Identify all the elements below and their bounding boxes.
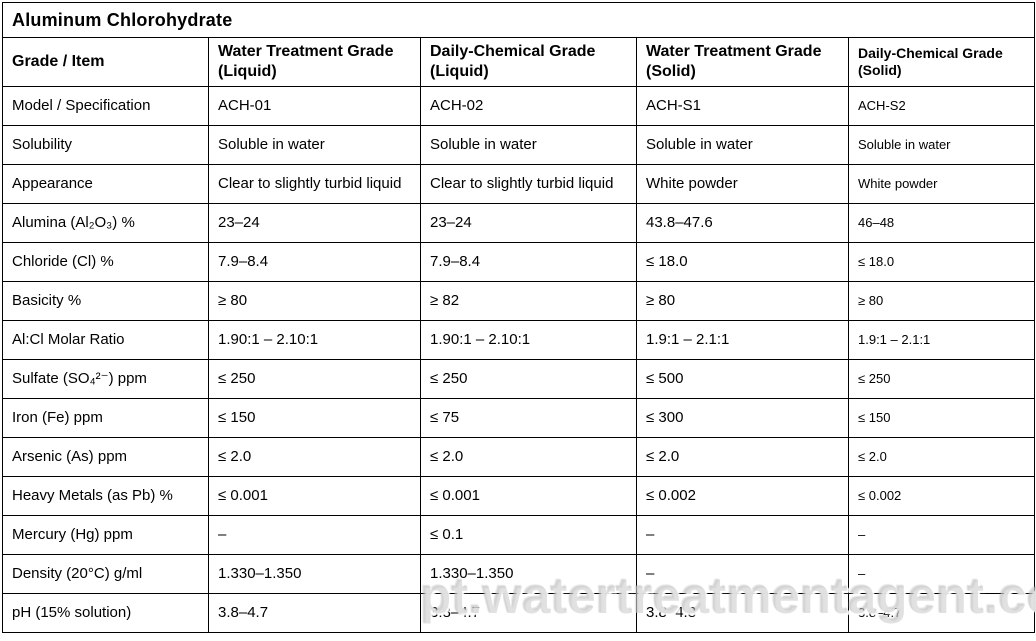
row-label: Sulfate (SO₄²⁻) ppm — [2, 359, 209, 399]
cell: White powder — [636, 164, 849, 204]
cell: ≤ 250 — [420, 359, 637, 399]
table-row: Arsenic (As) ppm ≤ 2.0 ≤ 2.0 ≤ 2.0 ≤ 2.0 — [2, 437, 1036, 477]
column-header: Water Treatment Grade (Liquid) — [208, 37, 421, 87]
cell: 3.8–4.7 — [847, 593, 1036, 633]
row-label: Iron (Fe) ppm — [2, 398, 209, 438]
cell: ≥ 82 — [420, 281, 637, 321]
cell: ≥ 80 — [208, 281, 421, 321]
cell: ≤ 0.1 — [420, 515, 637, 555]
cell: Soluble in water — [847, 125, 1036, 165]
table-row: Alumina (Al₂O₃) % 23–24 23–24 43.8–47.6 46–4… — [2, 203, 1036, 243]
column-header: Water Treatment Grade (Solid) — [636, 37, 849, 87]
cell: ≥ 80 — [847, 281, 1036, 321]
table-row: Al:Cl Molar Ratio 1.90:1 – 2.10:1 1.90:1 –… — [2, 320, 1036, 360]
table-row: pH (15% solution) 3.8–4.7 3.8–4.7 3.8–4.8 3.… — [2, 593, 1036, 633]
cell: ≤ 2.0 — [847, 437, 1036, 477]
table-row: Heavy Metals (as Pb) % ≤ 0.001 ≤ 0.001 ≤ 0.… — [2, 476, 1036, 516]
cell: ≤ 150 — [847, 398, 1036, 438]
row-label: Basicity % — [2, 281, 209, 321]
cell: 3.8–4.7 — [420, 593, 637, 633]
row-label: Heavy Metals (as Pb) % — [2, 476, 209, 516]
cell: 23–24 — [420, 203, 637, 243]
cell: Soluble in water — [636, 125, 849, 165]
cell: – — [847, 554, 1036, 594]
row-label: pH (15% solution) — [2, 593, 209, 633]
cell: 3.8–4.8 — [636, 593, 849, 633]
table-row: Iron (Fe) ppm ≤ 150 ≤ 75 ≤ 300 ≤ 150 — [2, 398, 1036, 438]
table-row: Mercury (Hg) ppm – ≤ 0.1– – — [2, 515, 1036, 555]
cell: Clear to slightly turbid liquid — [208, 164, 421, 204]
row-label: Solubility — [2, 125, 209, 165]
cell: ≤ 150 — [208, 398, 421, 438]
table-row: Appearance Clear to slightly turbid liqui… — [2, 164, 1036, 204]
cell: ≥ 80 — [636, 281, 849, 321]
cell: ACH-S2 — [847, 86, 1036, 126]
row-label: Appearance — [2, 164, 209, 204]
cell: Clear to slightly turbid liquid — [420, 164, 637, 204]
cell: ACH-02 — [420, 86, 637, 126]
cell: 1.9:1 – 2.1:1 — [847, 320, 1036, 360]
cell: ≤ 250 — [847, 359, 1036, 399]
cell: 1.330–1.350 — [420, 554, 637, 594]
cell: Soluble in water — [420, 125, 637, 165]
cell: ≤ 250 — [208, 359, 421, 399]
header-row: Grade / Item Water Treatment Grade (Liqui… — [2, 37, 1036, 87]
cell: 46–48 — [847, 203, 1036, 243]
cell: ACH-01 — [208, 86, 421, 126]
table-row: Density (20°C) g/ml 1.330–1.350 1.330–1.35… — [2, 554, 1036, 594]
row-label: Alumina (Al₂O₃) % — [2, 203, 209, 243]
cell: ≤ 75 — [420, 398, 637, 438]
cell: ≤ 2.0 — [208, 437, 421, 477]
cell: ACH-S1 — [636, 86, 849, 126]
cell: 7.9–8.4 — [420, 242, 637, 282]
row-label: Arsenic (As) ppm — [2, 437, 209, 477]
row-label: Mercury (Hg) ppm — [2, 515, 209, 555]
cell: 7.9–8.4 — [208, 242, 421, 282]
cell: ≤ 0.002 — [847, 476, 1036, 516]
cell: 1.90:1 – 2.10:1 — [208, 320, 421, 360]
cell: – — [636, 554, 849, 594]
cell: White powder — [847, 164, 1036, 204]
cell: – — [847, 515, 1036, 555]
cell: ≤ 300 — [636, 398, 849, 438]
table-row: Model / Specification ACH-01 ACH-02 ACH-S1 A… — [2, 86, 1036, 126]
cell: ≤ 0.001 — [208, 476, 421, 516]
row-label: Model / Specification — [2, 86, 209, 126]
cell: 43.8–47.6 — [636, 203, 849, 243]
row-label: Density (20°C) g/ml — [2, 554, 209, 594]
row-label: Chloride (Cl) % — [2, 242, 209, 282]
row-label: Al:Cl Molar Ratio — [2, 320, 209, 360]
cell: 1.330–1.350 — [208, 554, 421, 594]
cell: – — [208, 515, 421, 555]
cell: ≤ 2.0 — [420, 437, 637, 477]
cell: ≤ 0.002 — [636, 476, 849, 516]
column-header: Daily-Chemical Grade (Solid) — [847, 37, 1036, 87]
title-row: Aluminum Chlorohydrate — [1, 2, 1036, 38]
cell: 23–24 — [208, 203, 421, 243]
column-header-item: Grade / Item — [2, 37, 209, 87]
table-row: Chloride (Cl) % 7.9–8.4 7.9–8.4 ≤ 18.0 ≤ 18.… — [2, 242, 1036, 282]
cell: ≤ 18.0 — [847, 242, 1036, 282]
table-row: Sulfate (SO₄²⁻) ppm ≤ 250 ≤ 250 ≤ 500 ≤ 250 — [2, 359, 1036, 399]
cell: Soluble in water — [208, 125, 421, 165]
cell: 1.9:1 – 2.1:1 — [636, 320, 849, 360]
table-row: Solubility Soluble in water Soluble in wat… — [2, 125, 1036, 165]
cell: 1.90:1 – 2.10:1 — [420, 320, 637, 360]
cell: – — [636, 515, 849, 555]
cell: ≤ 18.0 — [636, 242, 849, 282]
table-row: Basicity % ≥ 80 ≥ 82 ≥ 80 ≥ 80 — [2, 281, 1036, 321]
page-title: Aluminum Chlorohydrate — [1, 2, 1036, 38]
cell: ≤ 500 — [636, 359, 849, 399]
cell: ≤ 0.001 — [420, 476, 637, 516]
cell: ≤ 2.0 — [636, 437, 849, 477]
column-header: Daily-Chemical Grade (Liquid) — [420, 37, 637, 87]
cell: 3.8–4.7 — [208, 593, 421, 633]
